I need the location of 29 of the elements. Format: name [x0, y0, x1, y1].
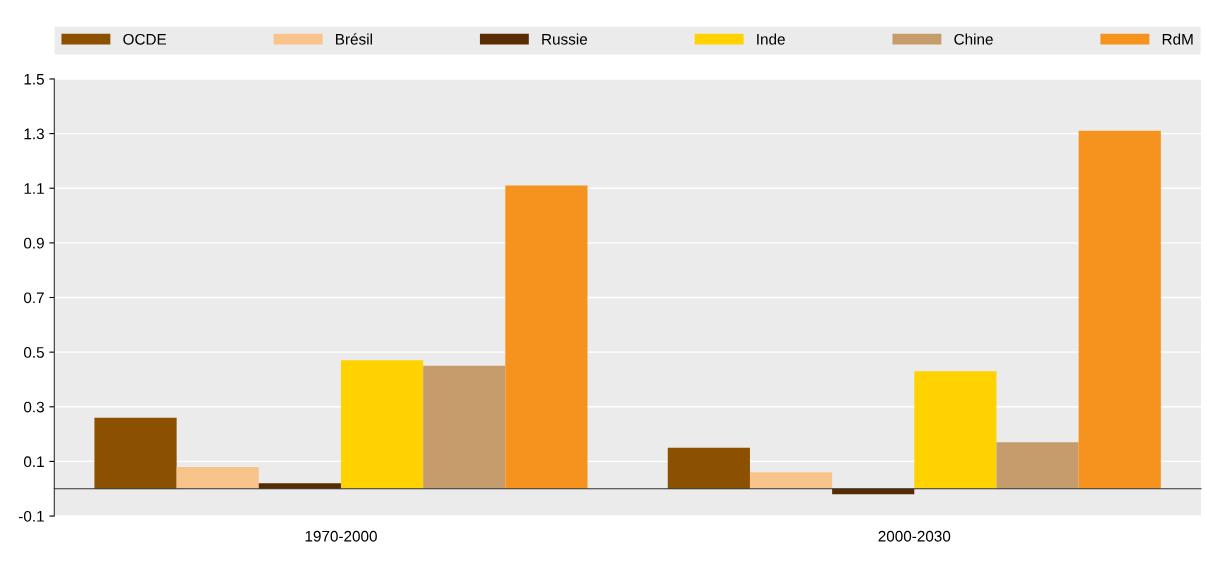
bar	[94, 417, 177, 489]
y-tick-label: 0.3	[23, 401, 44, 413]
bar	[176, 466, 259, 489]
bar	[340, 360, 424, 489]
x-tick-label: 1970-2000	[305, 530, 377, 542]
legend-label: OCDE	[123, 33, 167, 45]
y-tick-label: 1.5	[24, 73, 44, 85]
y-tick-label: 0.5	[23, 347, 44, 358]
y-tick-label: 0.7	[23, 292, 44, 304]
bar	[832, 488, 915, 495]
x-tick-label: 2000-2030	[878, 530, 951, 542]
y-tick-label: -0.1	[18, 510, 44, 522]
legend-label: Brésil	[336, 33, 372, 45]
legend-label: Chine	[954, 33, 993, 45]
bar	[996, 442, 1079, 489]
y-tick-label: 1.3	[24, 128, 44, 140]
bar	[258, 483, 341, 489]
y-tick-label: 0.1	[23, 456, 44, 468]
y-tick-label: 0.9	[23, 237, 44, 249]
bar	[667, 447, 750, 489]
legend-label: Russie	[542, 33, 588, 45]
legend-label: RdM	[1162, 33, 1193, 45]
bar	[505, 185, 588, 489]
legend-label: Inde	[757, 33, 785, 45]
bar	[423, 365, 506, 489]
bar	[1078, 130, 1161, 489]
y-tick-label: 1.1	[24, 183, 44, 194]
bar	[749, 472, 833, 489]
bar	[914, 371, 997, 489]
